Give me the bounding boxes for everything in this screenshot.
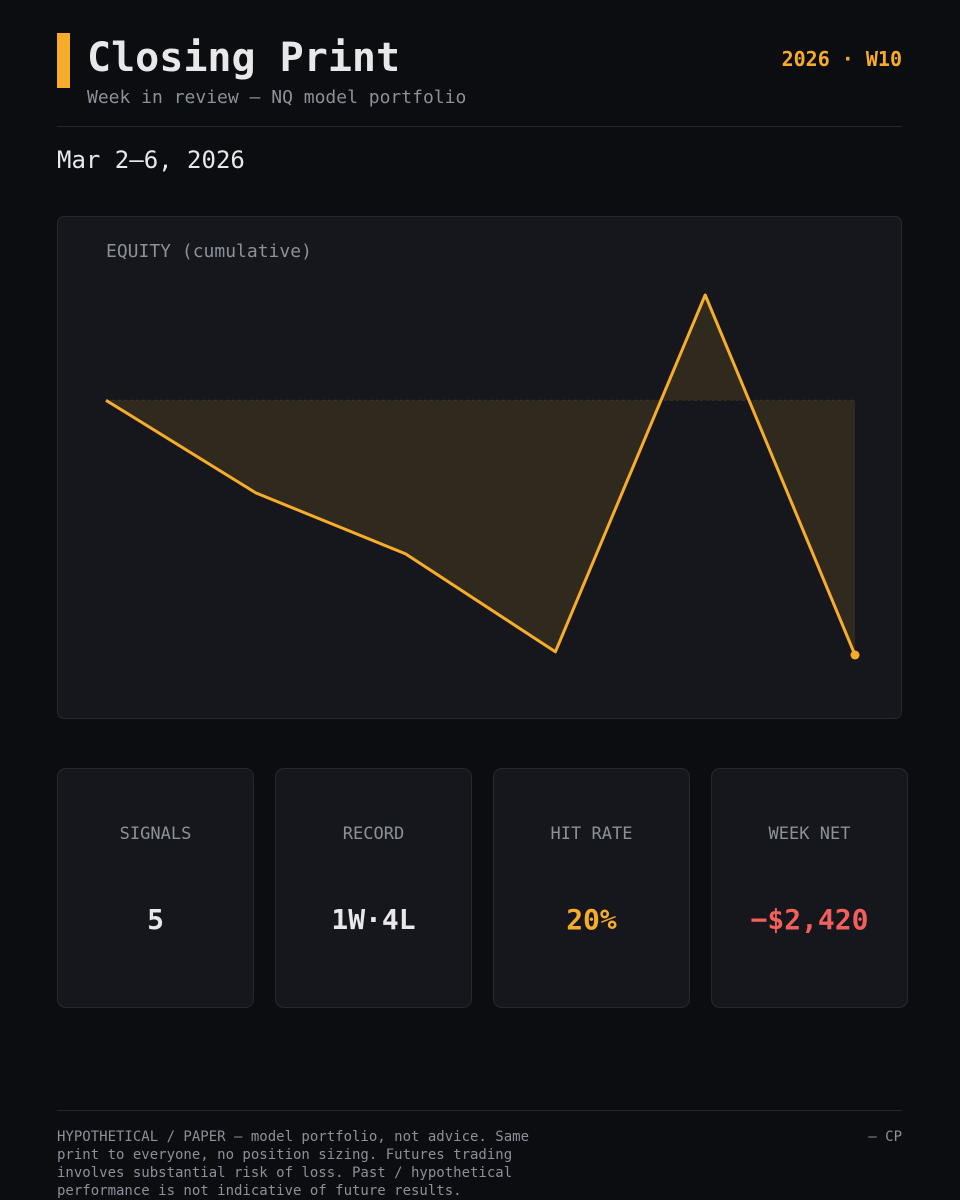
signature: — CP [868, 1129, 902, 1145]
stat-value: 20% [566, 903, 617, 936]
end-marker [850, 650, 860, 660]
stat-label: RECORD [342, 824, 405, 844]
disclaimer: HYPOTHETICAL / PAPER — model portfolio, … [57, 1129, 530, 1199]
stat-card: SIGNALS 5 [57, 768, 254, 1008]
week-label: 2026 · W10 [781, 47, 902, 71]
stat-label: HIT RATE [550, 824, 633, 844]
chart-title: EQUITY (cumulative) [106, 241, 312, 262]
stat-label: WEEK NET [768, 824, 851, 844]
equity-line [105, 293, 857, 656]
divider [57, 126, 902, 127]
accent-bar [57, 33, 70, 88]
stat-value: 1W·4L [331, 903, 416, 936]
subtitle: Week in review — NQ model portfolio [87, 87, 467, 108]
stat-value: 5 [147, 903, 164, 936]
equity-area [106, 295, 855, 655]
stat-card: WEEK NET −$2,420 [711, 768, 908, 1008]
stat-card: RECORD 1W·4L [275, 768, 472, 1008]
title: Closing Print [87, 35, 401, 81]
divider [57, 1110, 902, 1111]
date-range: Mar 2–6, 2026 [57, 146, 245, 174]
stat-card: HIT RATE 20% [493, 768, 690, 1008]
chart-panel: EQUITY (cumulative) [57, 216, 902, 719]
stat-value: −$2,420 [750, 903, 869, 936]
chart [105, 293, 860, 660]
stat-label: SIGNALS [119, 824, 192, 844]
